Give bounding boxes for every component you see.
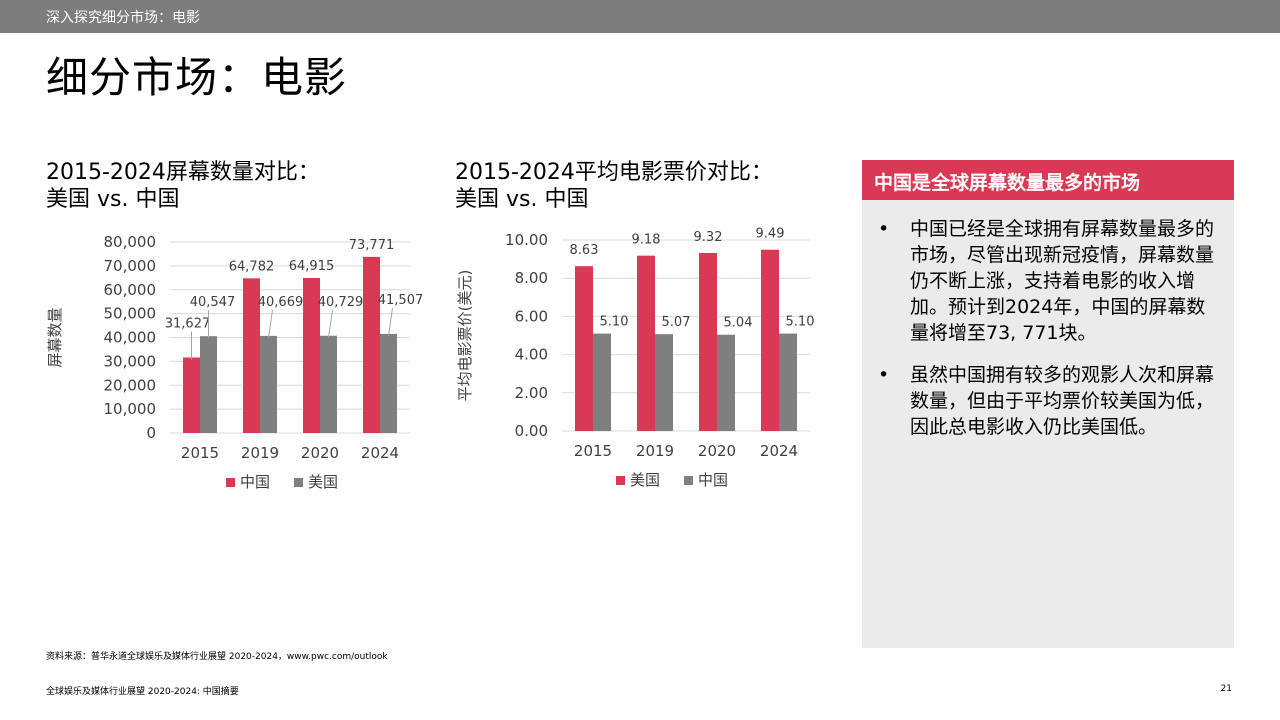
top-bar: 深入探究细分市场：电影: [0, 0, 1280, 33]
insight-bullet-text: 中国已经是全球拥有屏幕数量最多的市场，尽管出现新冠疫情，屏幕数量仍不断上涨，支持…: [910, 218, 1215, 344]
screens-legend-swatch: [294, 478, 303, 487]
screens-x-tick-label: 2020: [301, 444, 339, 462]
page-title: 细分市场：电影: [46, 53, 348, 102]
screens-y-tick-label: 60,000: [104, 281, 157, 299]
screens-chart-title: 2015-2024屏幕数量对比： 美国 vs. 中国: [46, 159, 376, 213]
ticket-chart-title-line1: 2015-2024平均电影票价对比：: [455, 160, 773, 185]
ticket-legend-swatch: [616, 476, 625, 485]
screens-data-label: 64,782: [229, 259, 275, 274]
screens-y-tick-label: 50,000: [104, 305, 157, 323]
ticket-x-tick-label: 2024: [760, 442, 798, 460]
ticket-price-bar-chart: 0.00 2.00 4.00 6.00 8.00 10.00 平均电影票价(美元) 8.63 5…: [456, 227, 815, 489]
ticket-x-tick-label: 2019: [636, 442, 674, 460]
ticket-bar-series1: [761, 249, 779, 431]
screens-bar-series1: [363, 256, 380, 433]
screens-legend-label: 美国: [308, 473, 338, 491]
ticket-y-tick-label: 6.00: [515, 307, 548, 325]
screens-y-tick-label: 0: [146, 424, 156, 442]
ticket-data-label: 5.10: [600, 315, 629, 330]
ticket-chart-title: 2015-2024平均电影票价对比： 美国 vs. 中国: [455, 159, 815, 213]
screens-bar-series2: [200, 336, 217, 433]
ticket-y-tick-label: 8.00: [515, 269, 548, 287]
insight-bullet: • 虽然中国拥有较多的观影人次和屏幕数量，但由于平均票价较美国为低，因此总电影收…: [874, 362, 1224, 440]
bullet-marker: •: [878, 218, 890, 240]
ticket-y-tick-label: 10.00: [505, 231, 548, 249]
footer-text: 全球娱乐及媒体行业展望 2020-2024: 中国摘要: [46, 687, 239, 697]
screens-data-label: 40,669: [258, 295, 304, 310]
screens-y-tick-label: 10,000: [104, 400, 157, 418]
screens-y-tick-label: 40,000: [104, 329, 157, 347]
screens-y-tick-label: 70,000: [104, 257, 157, 275]
ticket-y-tick-label: 4.00: [515, 346, 548, 364]
ticket-y-axis-label: 平均电影票价(美元): [456, 270, 474, 402]
screens-data-label: 40,729: [318, 295, 364, 310]
ticket-data-label: 5.07: [662, 315, 691, 330]
screens-legend-swatch: [226, 478, 235, 487]
screens-bar-series1: [243, 278, 260, 433]
screens-data-label: 73,771: [349, 238, 395, 253]
screens-chart-title-line1: 2015-2024屏幕数量对比：: [46, 160, 320, 185]
page-number: 21: [1220, 684, 1232, 694]
screens-y-tick-label: 20,000: [104, 376, 157, 394]
screens-chart-title-line2: 美国 vs. 中国: [46, 187, 180, 212]
insight-panel-title: 中国是全球屏幕数量最多的市场: [874, 172, 1141, 194]
insight-bullet-text: 虽然中国拥有较多的观影人次和屏幕数量，但由于平均票价较美国为低，因此总电影收入仍…: [910, 364, 1215, 438]
ticket-y-tick-label: 2.00: [515, 384, 548, 402]
insight-bullets: • 中国已经是全球拥有屏幕数量最多的市场，尽管出现新冠疫情，屏幕数量仍不断上涨，…: [874, 216, 1224, 456]
ticket-bar-series1: [699, 252, 717, 431]
ticket-data-label: 5.10: [786, 315, 815, 330]
screens-data-label: 64,915: [289, 259, 335, 274]
screens-label-leader: [388, 307, 393, 336]
ticket-data-label: 8.63: [570, 243, 599, 258]
insight-panel: 中国是全球屏幕数量最多的市场 • 中国已经是全球拥有屏幕数量最多的市场，尽管出现…: [862, 160, 1234, 648]
ticket-bar-series2: [779, 333, 797, 431]
screens-bar-series2: [320, 335, 337, 433]
screens-label-leader: [328, 309, 333, 338]
screens-data-label: 41,507: [378, 293, 424, 308]
screens-x-tick-label: 2024: [361, 444, 399, 462]
ticket-chart-title-line2: 美国 vs. 中国: [455, 187, 589, 212]
ticket-x-tick-label: 2015: [574, 442, 612, 460]
breadcrumb: 深入探究细分市场：电影: [46, 10, 200, 26]
ticket-legend-label: 中国: [698, 471, 728, 489]
ticket-y-tick-label: 0.00: [515, 422, 548, 440]
screens-bar-series1: [183, 357, 200, 433]
ticket-data-label: 9.18: [632, 233, 661, 248]
screens-x-tick-label: 2015: [181, 444, 219, 462]
ticket-bar-series2: [655, 334, 673, 431]
screens-label-leader: [268, 309, 273, 338]
insight-panel-header: 中国是全球屏幕数量最多的市场: [862, 160, 1234, 200]
source-note: 资料来源：普华永道全球娱乐及媒体行业展望 2020-2024，www.pwc.c…: [46, 652, 388, 662]
screens-y-tick-label: 80,000: [104, 233, 157, 251]
screens-data-label: 40,547: [190, 295, 236, 310]
screens-legend-label: 中国: [240, 473, 270, 491]
ticket-data-label: 5.04: [724, 316, 753, 331]
screens-bar-series2: [380, 333, 397, 433]
screens-bar-chart: 0 10,000 20,000 30,000 40,000 50,000 60,000 70,…: [46, 233, 423, 491]
ticket-data-label: 9.49: [756, 227, 785, 242]
screens-y-axis-label: 屏幕数量: [46, 307, 64, 367]
ticket-x-tick-label: 2020: [698, 442, 736, 460]
bullet-marker: •: [878, 364, 890, 386]
ticket-bar-series2: [717, 334, 735, 431]
ticket-bar-series1: [637, 255, 655, 431]
ticket-legend-swatch: [684, 476, 693, 485]
screens-bar-series1: [303, 278, 320, 433]
screens-y-tick-label: 30,000: [104, 352, 157, 370]
screens-bar-series2: [260, 335, 277, 433]
screens-data-label: 31,627: [165, 316, 211, 331]
ticket-legend-label: 美国: [630, 471, 660, 489]
ticket-bar-series2: [593, 333, 611, 431]
insight-bullet: • 中国已经是全球拥有屏幕数量最多的市场，尽管出现新冠疫情，屏幕数量仍不断上涨，…: [874, 216, 1224, 346]
ticket-bar-series1: [575, 266, 593, 431]
ticket-data-label: 9.32: [694, 230, 723, 245]
screens-x-tick-label: 2019: [241, 444, 279, 462]
